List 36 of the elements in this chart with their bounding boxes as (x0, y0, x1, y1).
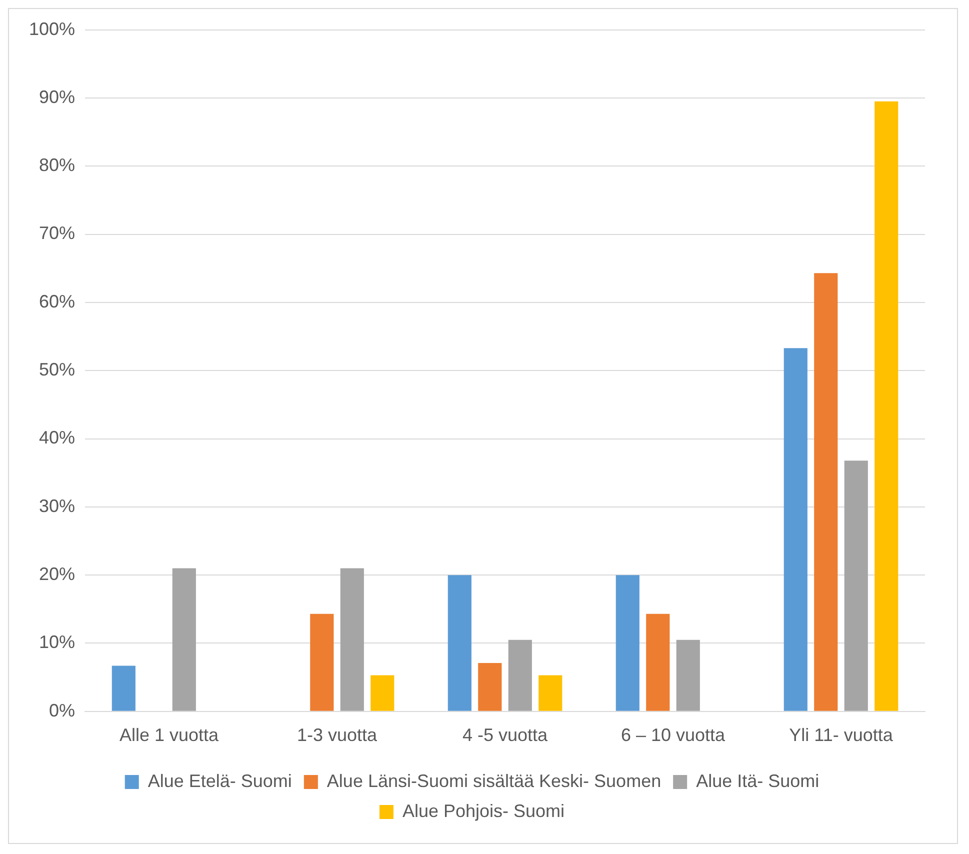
bar (874, 101, 898, 711)
bar (646, 614, 670, 711)
x-tick-label: Alle 1 vuotta (120, 725, 220, 746)
x-tick-label: 4 -5 vuotta (462, 725, 549, 746)
bar (370, 675, 394, 711)
bar (448, 575, 472, 711)
legend-label: Alue Itä- Suomi (696, 770, 820, 791)
legend-label: Alue Etelä- Suomi (148, 770, 292, 791)
bar (844, 460, 868, 711)
y-tick-label: 80% (39, 155, 76, 176)
bar (112, 666, 136, 711)
legend-label: Alue Pohjois- Suomi (402, 800, 565, 821)
y-tick-label: 90% (39, 86, 76, 107)
y-tick-label: 50% (39, 360, 76, 380)
bar (172, 568, 196, 711)
y-tick-label: 100% (28, 18, 76, 39)
y-tick-label: 40% (39, 428, 76, 448)
legend-label: Alue Länsi-Suomi sisältää Keski- Suomen (326, 770, 662, 791)
y-tick-label: 70% (39, 223, 76, 244)
y-tick-label: 10% (39, 632, 76, 652)
bar (340, 568, 364, 711)
y-tick-label: 20% (39, 564, 76, 584)
y-tick-label: 30% (39, 496, 76, 516)
x-tick-label: 6 – 10 vuotta (620, 725, 726, 746)
bar (616, 575, 640, 711)
bar (814, 273, 838, 711)
y-tick-label: 0% (49, 700, 76, 720)
bar (508, 640, 532, 711)
bar (784, 348, 808, 711)
y-tick-label: 60% (39, 291, 76, 312)
bar (538, 675, 562, 711)
bar (676, 640, 700, 711)
x-tick-label: 1-3 vuotta (296, 725, 378, 746)
bar (478, 663, 502, 711)
bar (310, 614, 334, 711)
x-tick-label: Yli 11- vuotta (789, 725, 894, 746)
